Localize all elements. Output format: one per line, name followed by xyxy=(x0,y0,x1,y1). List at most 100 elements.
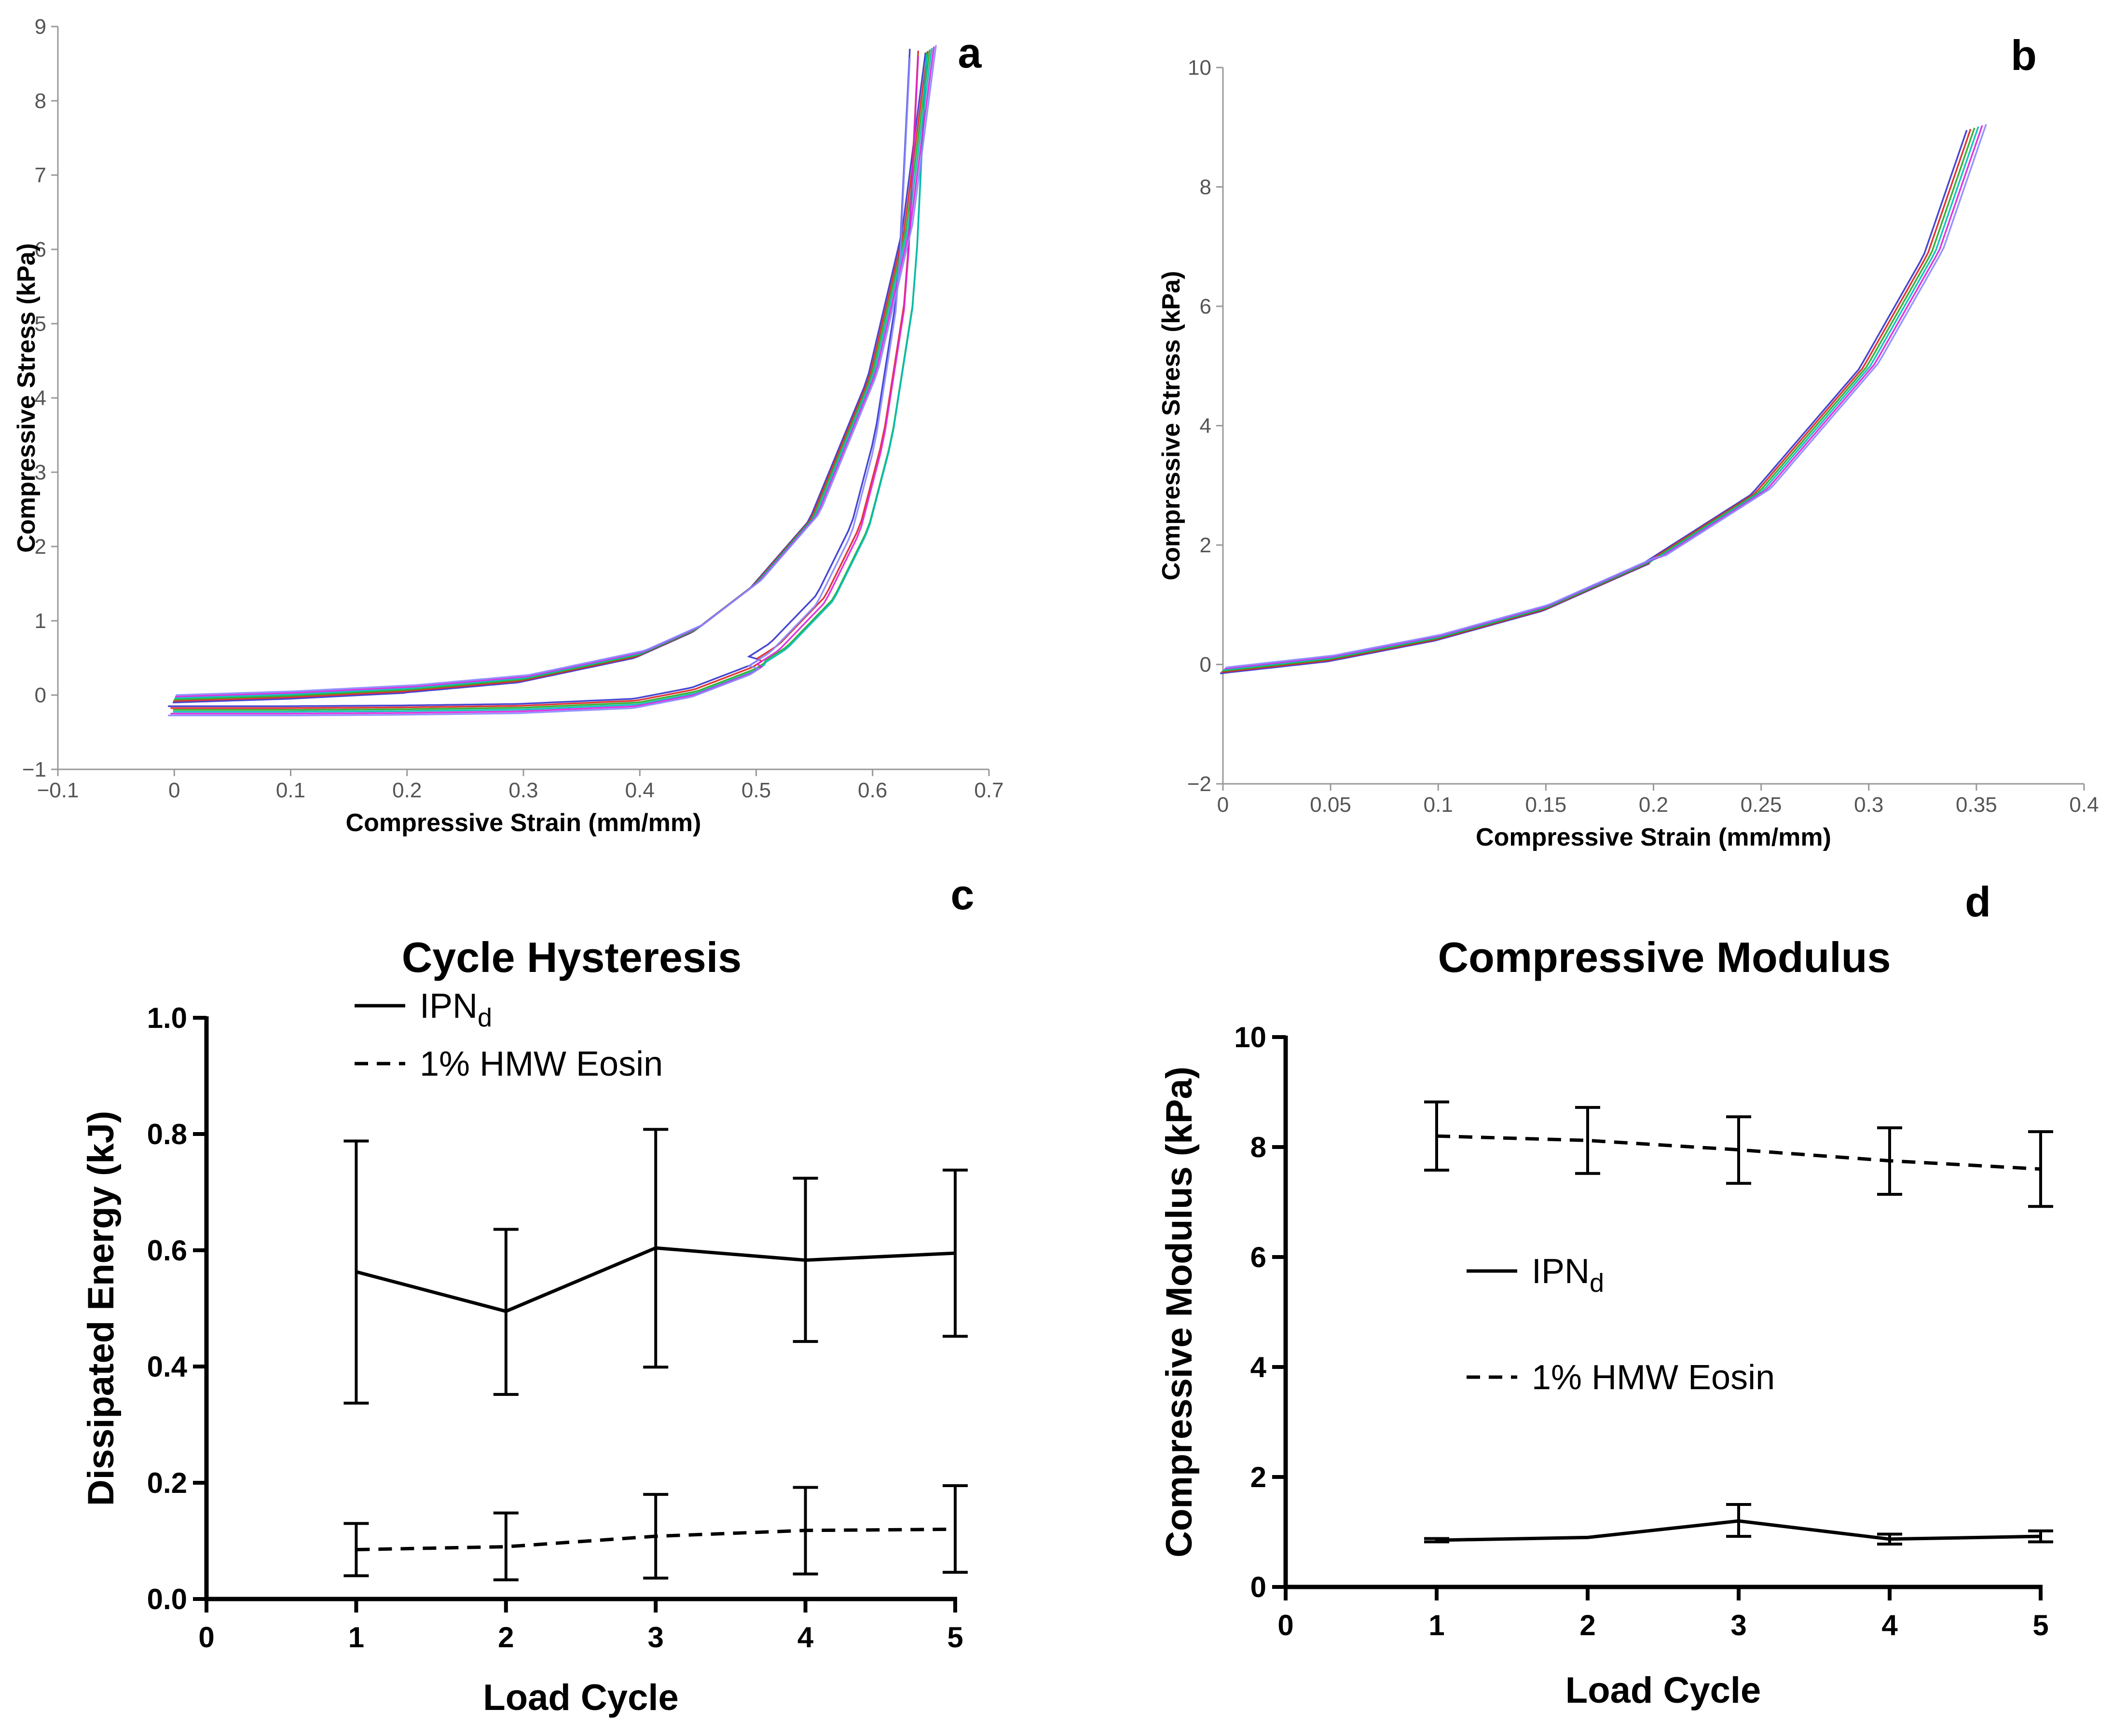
x-axis-title: Compressive Strain (mm/mm) xyxy=(1476,823,1831,851)
loading-curve-cycle-3 xyxy=(1222,127,1976,672)
unloading-curve-cycle-2 xyxy=(170,51,919,709)
y-tick-label: 7 xyxy=(35,164,46,187)
y-tick-label: 6 xyxy=(1200,295,1211,318)
x-tick-label: 0 xyxy=(198,1621,214,1654)
unloading-curve-cycle-6 xyxy=(168,58,911,717)
x-tick-label: 0.3 xyxy=(1854,793,1883,817)
loading-curve-cycle-5 xyxy=(175,46,935,697)
y-tick-label: 8 xyxy=(35,89,46,113)
legend-label-1: IPNd xyxy=(1532,1252,1604,1298)
y-tick-label: 4 xyxy=(1250,1351,1267,1383)
series-line-2 xyxy=(1436,1134,2041,1171)
x-tick-label: 0.7 xyxy=(974,779,1003,802)
y-tick-label: 8 xyxy=(1250,1131,1266,1163)
panel-label: d xyxy=(1965,878,1991,926)
x-tick-label: 1 xyxy=(1428,1609,1444,1641)
chart-panel-b: 0 0.05 0.1 0.15 0.2 0.25 0.3 0.35 0.4−20246810Co… xyxy=(1157,31,2099,851)
y-tick-label: 0.4 xyxy=(147,1351,188,1383)
y-tick-label: 2 xyxy=(1250,1461,1266,1493)
chart-title: Cycle Hysteresis xyxy=(402,933,741,981)
y-axis-title: Compressive Stress (kPa) xyxy=(13,243,41,553)
y-tick-label: 2 xyxy=(1200,533,1211,557)
loading-curve-cycle-5 xyxy=(1224,125,1983,670)
y-tick-label: 6 xyxy=(35,238,46,261)
x-axis-title: Compressive Strain (mm/mm) xyxy=(346,809,701,837)
chart-title: Compressive Modulus xyxy=(1438,933,1891,981)
x-tick-label: 3 xyxy=(1730,1609,1746,1641)
x-tick-label: 3 xyxy=(648,1621,664,1654)
loading-curve-cycle-2 xyxy=(173,51,929,702)
x-tick-label: 4 xyxy=(797,1621,814,1654)
loading-curve-cycle-1 xyxy=(172,52,927,704)
x-tick-label: 0.35 xyxy=(1956,793,1997,817)
y-tick-label: 1.0 xyxy=(147,1002,187,1034)
loading-curve-cycle-4 xyxy=(1223,126,1979,671)
legend-label-2: 1% HMW Eosin xyxy=(420,1045,663,1083)
loading-curve-cycle-2 xyxy=(1221,128,1972,673)
x-tick-label: 0.5 xyxy=(741,779,771,802)
x-axis-title: Load Cycle xyxy=(1565,1670,1761,1711)
y-tick-label: 9 xyxy=(35,15,46,39)
y-tick-label: 0.8 xyxy=(147,1118,187,1150)
x-tick-label: 0.4 xyxy=(625,779,655,802)
x-tick-label: 1 xyxy=(348,1621,364,1654)
y-tick-label: 10 xyxy=(1188,56,1211,80)
x-tick-label: 0.1 xyxy=(1424,793,1453,817)
unloading-curve-cycle-5 xyxy=(170,56,919,715)
x-tick-label: 0.15 xyxy=(1525,793,1567,817)
legend-label-1: IPNd xyxy=(420,987,492,1032)
y-tick-label: 10 xyxy=(1234,1021,1266,1053)
x-tick-label: 0.2 xyxy=(1639,793,1668,817)
y-tick-label: 3 xyxy=(35,461,46,484)
chart-panel-a: −0.1 0 0.1 0.2 0.3 0.4 0.5 0.6 0.7 −1 0 1 2 3 4 5 6 7 8 9 Co… xyxy=(13,15,1004,837)
y-tick-label: 2 xyxy=(35,535,46,559)
panel-label: c xyxy=(951,871,974,918)
legend-subscript: d xyxy=(478,1003,492,1032)
x-tick-label: 4 xyxy=(1881,1609,1898,1641)
loading-curve-cycle-6 xyxy=(176,45,937,696)
x-tick-label: 0.1 xyxy=(276,779,305,802)
x-tick-label: 2 xyxy=(498,1621,514,1654)
unloading-curve-cycle-4 xyxy=(173,54,928,713)
x-tick-label: 0.2 xyxy=(392,779,422,802)
x-tick-label: 0.4 xyxy=(2069,793,2099,817)
y-tick-label: 5 xyxy=(35,312,46,336)
y-tick-label: 0.6 xyxy=(147,1234,187,1267)
x-tick-label: 5 xyxy=(947,1621,963,1654)
x-tick-label: 2 xyxy=(1579,1609,1595,1641)
y-tick-label: 0.0 xyxy=(147,1583,187,1615)
y-tick-label: 4 xyxy=(35,386,46,410)
legend-label-2: 1% HMW Eosin xyxy=(1532,1358,1775,1397)
y-tick-label: 0.2 xyxy=(147,1467,187,1499)
y-tick-label: 0 xyxy=(1200,653,1211,677)
y-tick-label: 6 xyxy=(1250,1241,1266,1273)
loading-curve-cycle-6 xyxy=(1225,124,1987,669)
panel-label: b xyxy=(2011,31,2037,79)
y-tick-label: 8 xyxy=(1200,176,1211,199)
y-tick-label: 4 xyxy=(1200,414,1211,438)
loading-curve-cycle-1 xyxy=(1220,130,1968,674)
x-tick-label: −0.1 xyxy=(37,779,79,802)
x-axis-title: Load Cycle xyxy=(483,1677,678,1718)
unloading-curve-cycle-3 xyxy=(173,52,928,711)
x-tick-label: 0 xyxy=(1277,1609,1293,1641)
x-tick-label: 0.25 xyxy=(1741,793,1782,817)
y-tick-label: 1 xyxy=(35,609,46,633)
y-tick-label: −2 xyxy=(1187,772,1211,796)
legend-subscript: d xyxy=(1590,1269,1604,1298)
y-tick-label: −1 xyxy=(22,758,46,781)
y-axis-title: Compressive Modulus (kPa) xyxy=(1159,1066,1200,1558)
x-tick-label: 5 xyxy=(2032,1609,2048,1641)
y-tick-label: 0 xyxy=(35,683,46,707)
x-tick-label: 0.6 xyxy=(858,779,887,802)
x-tick-label: 0.05 xyxy=(1310,793,1351,817)
chart-panel-d: 0 1 2 3 4 5 0 2 4 6 8 10 Load Cycle Compressive Modul… xyxy=(1159,878,2053,1711)
y-tick-label: 0 xyxy=(1250,1571,1266,1603)
chart-panel-c: 0 1 2 3 4 5 0.0 0.2 0.4 0.6 0.8 1.0 Load Cycle Dissip… xyxy=(81,871,974,1718)
panel-label: a xyxy=(958,29,982,77)
unloading-curve-cycle-1 xyxy=(168,49,911,707)
x-tick-label: 0 xyxy=(168,779,180,802)
y-axis-title: Dissipated Energy (kJ) xyxy=(81,1111,122,1506)
x-tick-label: 0 xyxy=(1217,793,1229,817)
